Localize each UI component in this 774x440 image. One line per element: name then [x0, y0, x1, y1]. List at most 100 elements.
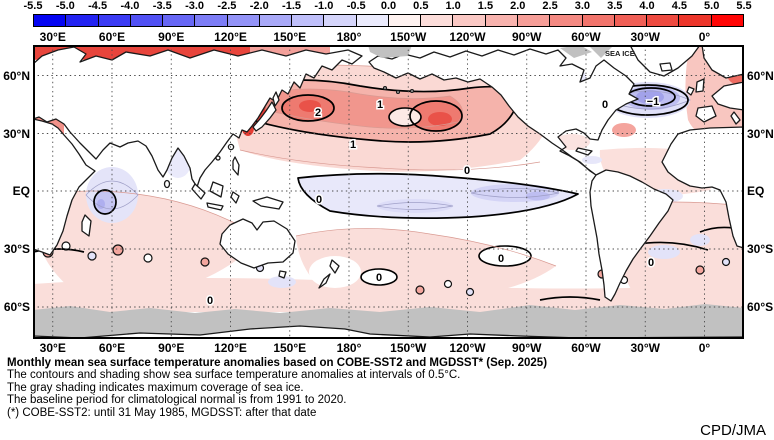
colorbar-cell	[195, 15, 228, 26]
contour-label: 0	[316, 194, 322, 206]
axis-label-latitude-left: 30°N	[3, 126, 30, 141]
axis-label-longitude-bottom: 150°W	[390, 341, 427, 355]
colorbar-cell	[163, 15, 196, 26]
colorbar-cell	[356, 15, 389, 26]
contour-label: 0	[207, 295, 213, 307]
colorbar-tick-label: 4.5	[671, 0, 688, 12]
contour-label: 0	[602, 99, 608, 111]
axis-label-latitude-right: EQ	[747, 184, 765, 198]
colorbar-cell	[517, 15, 551, 26]
axis-label-latitude-left: EQ	[12, 184, 30, 198]
axis-label-latitude-right: 30°S	[747, 242, 774, 256]
axis-label-longitude-bottom: 120°W	[449, 341, 486, 355]
axis-label-longitude-bottom: 30°W	[630, 341, 660, 355]
colorbar-cell	[259, 15, 293, 26]
caption-line: The contours and shading show sea surfac…	[7, 369, 461, 382]
axis-label-longitude-bottom: 180°	[336, 341, 362, 355]
colorbar-cell	[421, 15, 454, 26]
colorbar-cell	[227, 15, 260, 26]
colorbar-cell	[550, 15, 583, 26]
colorbar-tick-label: 1.0	[445, 0, 461, 12]
axis-label-latitude-left: 60°S	[3, 300, 30, 314]
axis-label-latitude-right: 60°N	[747, 68, 774, 83]
axis-label-longitude-bottom: 90°W	[512, 341, 542, 355]
colorbar-tick-label: 0.5	[413, 0, 429, 12]
colorbar-cell	[647, 15, 680, 26]
axis-label-longitude-bottom: 30°E	[39, 341, 66, 355]
colorbar-cell	[453, 15, 486, 26]
colorbar-tick-label: 1.5	[477, 0, 494, 12]
colorbar-tick-label: -1.5	[282, 0, 302, 12]
axis-label-longitude-top: 120°E	[214, 30, 247, 44]
colorbar-tick-label: -0.5	[346, 0, 366, 12]
colorbar-tick-label: 3.0	[574, 0, 591, 12]
caption-line: (*) COBE-SST2: until 31 May 1985, MGDSST…	[7, 406, 317, 419]
contour-label: 0	[464, 165, 470, 177]
colorbar-tick-label: -4.5	[88, 0, 108, 12]
contour-label: 2	[315, 107, 321, 119]
axis-label-longitude-bottom: 0°	[698, 341, 711, 355]
colorbar-tick-label: 2.5	[542, 0, 558, 12]
axis-label-longitude-top: 0°	[698, 30, 711, 44]
colorbar-tick-label: 2.0	[510, 0, 526, 12]
contour-label: 1	[377, 99, 383, 111]
landmasses	[33, 45, 744, 302]
colorbar-cell	[292, 15, 325, 26]
caption: Monthly mean sea surface temperature ano…	[7, 357, 547, 419]
colorbar-tick-label: -5.5	[23, 0, 43, 12]
colorbar	[33, 14, 744, 27]
contour-label: 1	[350, 139, 356, 151]
axis-label-longitude-bottom: 60°W	[571, 341, 601, 355]
colorbar-cell	[324, 15, 357, 26]
axis-label-latitude-left: 60°N	[3, 68, 30, 83]
world-sst-anomaly-map: 2 1 1 0 0 0 −1 0 0 0 0 SEA ICE	[33, 45, 744, 339]
colorbar-cell	[711, 15, 743, 26]
axis-label-longitude-top: 150°W	[390, 30, 427, 44]
axis-label-longitude-top: 30°W	[630, 30, 660, 44]
axis-label-longitude-top: 180°	[336, 30, 362, 44]
axis-label-latitude-left: 30°S	[3, 242, 30, 256]
colorbar-tick-label: -4.0	[120, 0, 140, 12]
axis-label-longitude-top: 90°E	[158, 30, 185, 44]
colorbar-tick-label: 3.5	[607, 0, 623, 12]
figure-title: Monthly mean sea surface temperature ano…	[7, 357, 548, 369]
caption-line: The gray shading indicates maximum cover…	[7, 381, 304, 394]
axis-label-longitude-bottom: 120°E	[214, 341, 247, 355]
colorbar-tick-label: -3.0	[185, 0, 205, 12]
colorbar-tick-label: -1.0	[314, 0, 334, 12]
colorbar-cell	[34, 15, 67, 26]
axis-label-longitude-top: 150°E	[273, 30, 307, 44]
colorbar-cell	[66, 15, 99, 26]
axis-label-longitude-top: 60°W	[571, 30, 601, 44]
axis-label-longitude-bottom: 90°E	[158, 341, 185, 355]
colorbar-tick-label: -5.0	[55, 0, 75, 12]
credit-label: CPD/JMA	[700, 422, 766, 439]
colorbar-cell	[485, 15, 518, 26]
axis-label-latitude-right: 60°S	[747, 300, 774, 314]
colorbar-tick-label: 4.0	[639, 0, 655, 12]
contour-label: −1	[647, 96, 660, 108]
colorbar-tick-label: 5.0	[704, 0, 720, 12]
axis-label-longitude-top: 30°E	[39, 30, 66, 44]
colorbar-cell	[388, 15, 422, 26]
axis-label-latitude-right: 30°N	[747, 126, 774, 141]
colorbar-cell	[582, 15, 615, 26]
colorbar-cell	[130, 15, 164, 26]
colorbar-tick-label: -2.5	[217, 0, 237, 12]
colorbar-tick-labels: -5.5 -5.0 -4.5 -4.0 -3.5 -3.0 -2.5 -2.0 -1.5 -1.0…	[24, 0, 752, 13]
contour-labels: 2 1 1 0 0 0 −1 0 0 0 0 SEA ICE	[205, 49, 660, 309]
graticule	[33, 45, 744, 339]
colorbar-tick-label: -3.5	[152, 0, 172, 12]
axis-label-longitude-top: 90°W	[512, 30, 542, 44]
colorbar-cell	[98, 15, 131, 26]
axis-label-longitude-top: 120°W	[449, 30, 486, 44]
contour-label: 0	[648, 257, 654, 269]
colorbar-cell	[679, 15, 712, 26]
axis-label-longitude-bottom: 60°E	[98, 341, 126, 355]
colorbar-cell	[614, 15, 648, 26]
axis-label-longitude-top: 60°E	[98, 30, 126, 44]
contour-label: 0	[376, 272, 382, 284]
sea-ice-pointer	[588, 45, 614, 58]
colorbar-tick-label: 5.5	[736, 0, 752, 12]
